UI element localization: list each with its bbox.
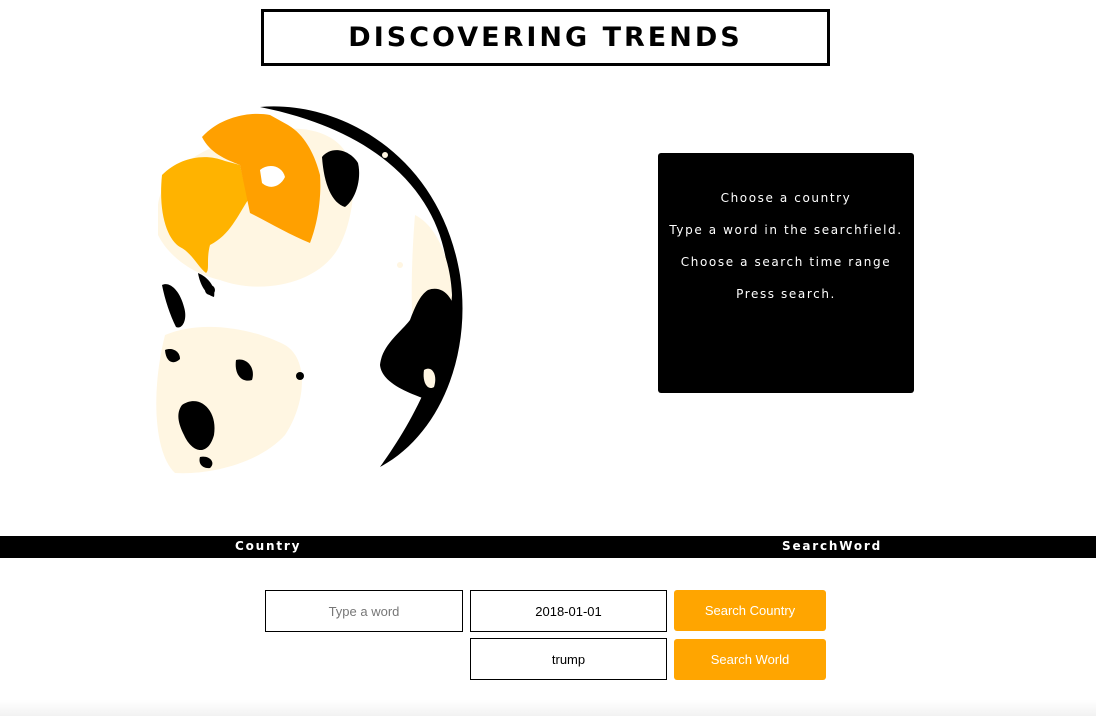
land-island-2[interactable] <box>296 372 304 380</box>
date-input[interactable] <box>470 590 667 632</box>
canada-inlet <box>260 165 285 187</box>
land-africa-pale-coast[interactable] <box>423 368 436 389</box>
search-country-button[interactable]: Search Country <box>674 590 826 631</box>
bottom-edge <box>0 700 1096 716</box>
tab-searchword[interactable]: SearchWord <box>782 539 883 553</box>
instructions-panel: Choose a country Type a word in the sear… <box>658 153 914 393</box>
country-canada[interactable] <box>202 113 321 243</box>
globe-svg[interactable] <box>110 95 490 495</box>
instruction-line: Type a word in the searchfield. <box>669 223 903 237</box>
land-sa-tip[interactable] <box>199 456 213 469</box>
country-usa[interactable] <box>161 157 248 273</box>
land-caribbean[interactable] <box>198 273 215 297</box>
land-speck-1 <box>382 152 388 158</box>
land-speck-2 <box>397 262 403 268</box>
instruction-line: Choose a search time range <box>680 255 892 269</box>
instruction-line: Choose a country <box>720 191 852 205</box>
land-sa-south[interactable] <box>178 401 215 451</box>
land-sa-north[interactable] <box>165 349 180 363</box>
tab-country[interactable]: Country <box>235 539 302 553</box>
land-pale-south[interactable] <box>156 326 302 474</box>
land-africa[interactable] <box>380 288 458 400</box>
title-banner: DISCOVERING TRENDS <box>261 9 830 66</box>
page-title: DISCOVERING TRENDS <box>348 22 743 53</box>
tab-bar: Country SearchWord <box>0 536 1096 558</box>
globe-map[interactable] <box>110 95 490 495</box>
land-greenland[interactable] <box>322 150 360 207</box>
search-world-button[interactable]: Search World <box>674 639 826 680</box>
instruction-line: Press search. <box>736 287 836 301</box>
word-search-input[interactable] <box>265 590 463 632</box>
land-central-america[interactable] <box>162 284 186 328</box>
search-term-input[interactable] <box>470 638 667 680</box>
land-sa-mid[interactable] <box>235 359 253 381</box>
